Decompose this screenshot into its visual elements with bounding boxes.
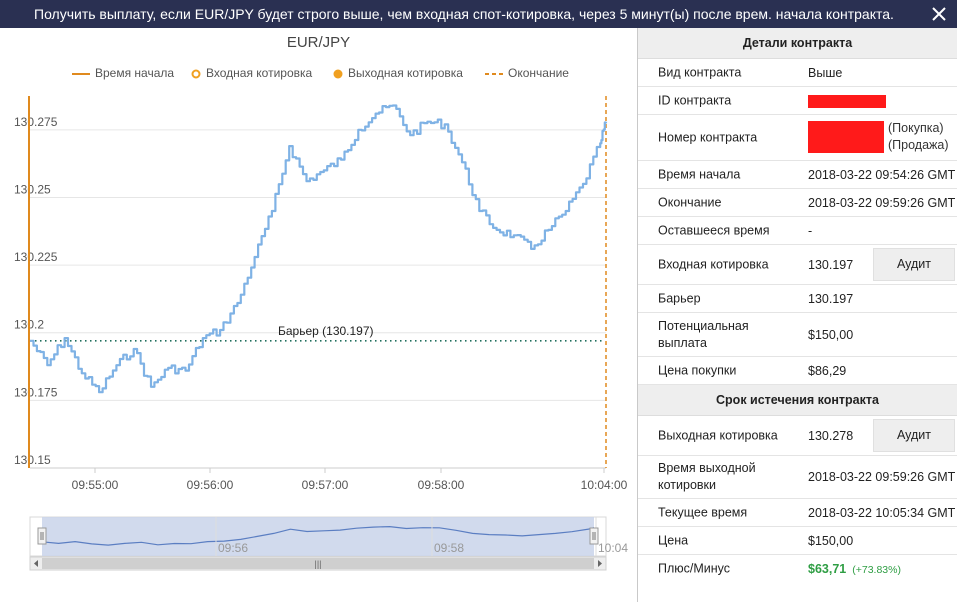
expiry-header: Срок истечения контракта (638, 385, 957, 416)
legend-end-time[interactable]: Окончание (485, 66, 569, 80)
legend-exit-spot[interactable]: Выходная котировка (333, 66, 463, 80)
profit-value: $63,71 (808, 561, 847, 576)
row-remaining-time: Оставшееся время - (638, 217, 957, 245)
legend-dot-icon (333, 69, 343, 79)
banner-text: Получить выплату, если EUR/JPY будет стр… (34, 6, 894, 22)
navigator-series-line (41, 525, 595, 546)
x-tick-label: 09:58:00 (418, 478, 465, 492)
navigator-tick-label: 09:56 (218, 541, 248, 555)
close-icon[interactable] (927, 2, 951, 26)
x-tick-label: 09:56:00 (187, 478, 234, 492)
row-price: Цена $150,00 (638, 527, 957, 555)
row-potential-payout: Потенциальная выплата $150,00 (638, 313, 957, 357)
row-current-time: Текущее время 2018-03-22 10:05:34 GMT (638, 499, 957, 527)
chart-legend: Время начала Входная котировка Выходная … (0, 66, 637, 82)
y-tick-label: 130.225 (14, 250, 58, 264)
legend-circle-icon (191, 69, 201, 79)
audit-exit-button[interactable]: Аудит (873, 419, 955, 452)
navigator-tick-label: 09:58 (434, 541, 464, 555)
audit-entry-button[interactable]: Аудит (873, 248, 955, 281)
y-tick-label: 130.275 (14, 115, 58, 129)
navigator-handle[interactable] (37, 527, 47, 545)
row-entry-spot: Входная котировка 130.197 Аудит (638, 245, 957, 285)
y-tick-label: 130.15 (14, 453, 51, 467)
contract-banner: Получить выплату, если EUR/JPY будет стр… (0, 0, 957, 28)
row-barrier: Барьер 130.197 (638, 285, 957, 313)
redacted-block (808, 121, 884, 153)
barrier-label: Барьер (130.197) (278, 324, 374, 338)
y-tick-label: 130.25 (14, 182, 51, 196)
row-exit-spot: Выходная котировка 130.278 Аудит (638, 416, 957, 456)
row-start-time: Время начала 2018-03-22 09:54:26 GMT (638, 161, 957, 189)
details-header: Детали контракта (638, 28, 957, 59)
legend-entry-spot[interactable]: Входная котировка (191, 66, 312, 80)
scrollbar-grip-icon: ||| (314, 559, 321, 569)
navigator-handle[interactable] (589, 527, 599, 545)
x-tick-label: 10:04:00 (581, 478, 628, 492)
legend-dashed-line-icon (485, 72, 503, 75)
row-contract-id: ID контракта (638, 87, 957, 115)
profit-percent: (+73.83%) (852, 563, 901, 576)
row-contract-number: Номер контракта (Покупка) (Продажа) (638, 115, 957, 161)
chart-title: EUR/JPY (286, 34, 351, 51)
navigator-selection (42, 517, 594, 556)
row-purchase-price: Цена покупки $86,29 (638, 357, 957, 385)
row-end-time: Окончание 2018-03-22 09:59:26 GMT (638, 189, 957, 217)
chart-panel: EUR/JPY Время начала Входная котировка В… (0, 28, 637, 602)
price-series-line (30, 104, 608, 394)
row-exit-spot-time: Время выходной котировки 2018-03-22 09:5… (638, 456, 957, 499)
redacted-block (808, 95, 886, 108)
panel-divider (637, 28, 638, 602)
contract-number-sell: (Продажа) (888, 138, 949, 152)
price-chart[interactable]: 130.15130.175130.2130.225130.25130.27509… (0, 28, 637, 602)
navigator-tick-label: 10:04 (598, 541, 628, 555)
scroll-right-icon[interactable] (598, 560, 602, 567)
row-profit-loss: Плюс/Минус $63,71 (+73.83%) (658, 561, 901, 576)
x-tick-label: 09:57:00 (302, 478, 349, 492)
row-contract-type: Вид контракта Выше (638, 59, 957, 87)
y-tick-label: 130.175 (14, 385, 58, 399)
legend-line-icon (72, 72, 90, 75)
contract-details-panel: Детали контракта Вид контракта Выше ID к… (638, 28, 957, 602)
scrollbar-thumb[interactable] (42, 558, 594, 569)
contract-number-buy: (Покупка) (888, 121, 944, 135)
legend-start-time[interactable]: Время начала (72, 66, 174, 80)
scroll-left-icon[interactable] (34, 560, 38, 567)
x-tick-label: 09:55:00 (72, 478, 119, 492)
